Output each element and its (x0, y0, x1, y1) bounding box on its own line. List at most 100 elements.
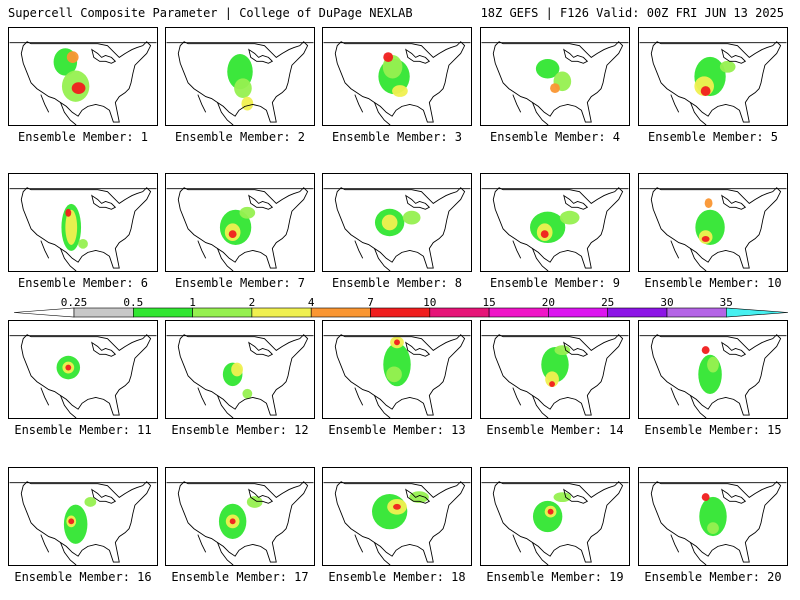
great-lakes (248, 194, 274, 210)
scp-contour (84, 497, 97, 507)
legend-swatch (192, 307, 253, 318)
us-outline (334, 334, 466, 416)
us-map (481, 481, 629, 565)
us-outline (650, 187, 782, 269)
us-map (166, 187, 314, 271)
ensemble-member-label: Ensemble Member: 2 (174, 130, 306, 144)
legend-swatch (488, 307, 549, 318)
us-map (9, 481, 157, 565)
great-lakes (721, 194, 747, 210)
scp-contour (700, 86, 711, 96)
scp-contour (234, 78, 252, 98)
great-lakes (563, 194, 589, 210)
ensemble-member-label: Ensemble Member: 1 (17, 130, 149, 144)
ensemble-map-panel (165, 173, 315, 272)
us-outline (20, 187, 152, 269)
scp-contour (78, 238, 88, 249)
scp-contour (246, 496, 263, 508)
us-map (166, 481, 314, 565)
scp-contour (383, 52, 394, 62)
ensemble-map-panel (638, 173, 788, 272)
us-outline (177, 41, 309, 123)
scp-contour (704, 198, 713, 208)
ensemble-map-panel (638, 27, 788, 126)
mexico-coast (512, 387, 549, 418)
model-run-info: 18Z GEFS | F126 Valid: 00Z FRI JUN 13 20… (480, 6, 784, 20)
ensemble-map-panel (322, 320, 472, 419)
mexico-coast (354, 94, 391, 125)
us-outline (650, 334, 782, 416)
us-map (166, 41, 314, 125)
mexico-coast (40, 534, 77, 565)
scp-contour (547, 508, 554, 515)
ensemble-member-label: Ensemble Member: 15 (644, 423, 782, 437)
us-map (639, 187, 787, 271)
ensemble-member-label: Ensemble Member: 6 (17, 276, 149, 290)
us-map (481, 187, 629, 271)
legend-swatch (310, 307, 371, 318)
great-lakes (405, 48, 431, 64)
ensemble-member-label: Ensemble Member: 8 (331, 276, 463, 290)
us-outline (177, 334, 309, 416)
ensemble-member-label: Ensemble Member: 20 (644, 570, 782, 584)
great-lakes (248, 48, 274, 64)
us-outline (492, 187, 624, 269)
ensemble-map-panel (480, 467, 630, 566)
ensemble-member-label: Ensemble Member: 16 (14, 570, 152, 584)
scp-contour (394, 339, 400, 346)
mexico-coast (197, 534, 234, 565)
us-map (166, 334, 314, 418)
legend-swatch (370, 307, 431, 318)
legend-swatch (133, 307, 193, 318)
us-map (481, 334, 629, 418)
scp-contour (535, 58, 560, 79)
scp-contour (719, 60, 736, 73)
ensemble-map-panel (8, 173, 158, 272)
mexico-coast (40, 387, 77, 418)
ensemble-member-label: Ensemble Member: 17 (171, 570, 309, 584)
scp-contour (386, 366, 402, 383)
ensemble-map-panel (8, 467, 158, 566)
great-lakes (248, 488, 274, 504)
ensemble-map-panel (322, 173, 472, 272)
page-title: Supercell Composite Parameter | College … (8, 6, 413, 20)
us-map (323, 334, 471, 418)
us-map (639, 41, 787, 125)
scp-contour (228, 230, 237, 239)
scp-contour (701, 493, 710, 502)
scp-contour (699, 496, 727, 537)
legend-swatch (607, 307, 668, 318)
ensemble-member-label: Ensemble Member: 11 (14, 423, 152, 437)
scp-contour (229, 518, 236, 525)
mexico-coast (354, 387, 391, 418)
us-outline (334, 41, 466, 123)
ensemble-member-label: Ensemble Member: 4 (489, 130, 621, 144)
scp-contour (65, 209, 78, 245)
us-outline (650, 41, 782, 123)
legend-swatch (251, 307, 312, 318)
legend-tick-label: 10 (423, 298, 436, 309)
us-outline (492, 41, 624, 123)
ensemble-member-label: Ensemble Member: 13 (328, 423, 466, 437)
us-outline (177, 187, 309, 269)
ensemble-map-panel (480, 27, 630, 126)
great-lakes (721, 48, 747, 64)
legend-tick-label: 4 (308, 298, 315, 309)
ensemble-map-panel (165, 320, 315, 419)
scp-contour (65, 364, 72, 371)
us-outline (20, 481, 152, 563)
legend-tick-label: 7 (367, 298, 374, 309)
scp-contour (63, 504, 88, 544)
us-map (323, 187, 471, 271)
great-lakes (563, 488, 589, 504)
scp-contour (554, 345, 571, 355)
legend-tick-label: 35 (720, 298, 733, 309)
legend-swatch (429, 307, 490, 318)
scp-contour (409, 491, 429, 503)
mexico-coast (197, 387, 234, 418)
mexico-coast (670, 240, 707, 271)
us-outline (492, 481, 624, 563)
mexico-coast (40, 240, 77, 271)
us-outline (177, 481, 309, 563)
legend-tick-label: 0.25 (61, 298, 88, 309)
